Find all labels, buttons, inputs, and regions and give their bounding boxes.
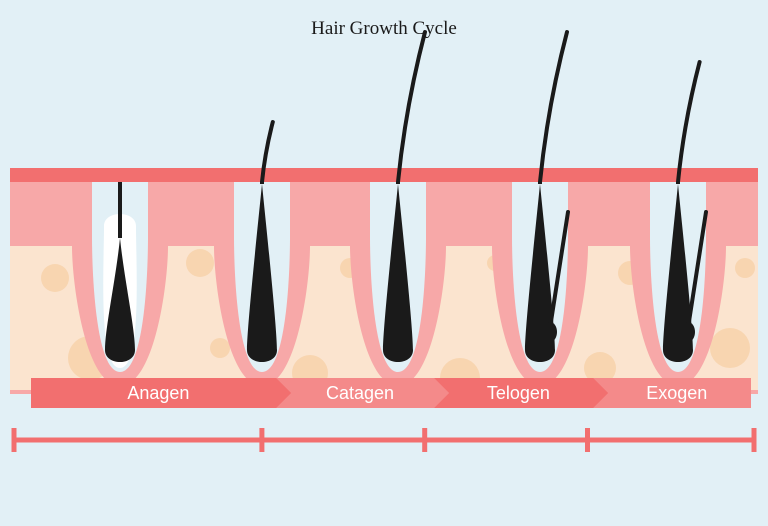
dermis-spot: [210, 338, 230, 358]
phase-arrow-bar: Anagen Catagen Telogen Exogen: [31, 378, 751, 408]
hair-shaft: [540, 32, 567, 182]
dermis-spot: [710, 328, 750, 368]
dermis-spot: [186, 249, 214, 277]
phase-telogen: Telogen: [434, 378, 592, 408]
phase-catagen: Catagen: [276, 378, 434, 408]
phase-label: Catagen: [316, 383, 394, 404]
dermis-spot: [41, 264, 69, 292]
new-hair-bulb: [681, 322, 695, 342]
phase-label: Telogen: [477, 383, 550, 404]
epidermis-surface: [10, 168, 758, 182]
phase-anagen: Anagen: [31, 378, 276, 408]
dermis-spot: [735, 258, 755, 278]
hair-shaft: [678, 62, 700, 182]
phase-label: Anagen: [117, 383, 189, 404]
phase-label: Exogen: [636, 383, 707, 404]
hair-shaft: [398, 32, 425, 182]
new-hair-bulb: [543, 322, 557, 342]
phase-exogen: Exogen: [593, 378, 751, 408]
hair-growth-cycle-diagram: Hair Growth Cycle AnagenCatagenTelogenEx…: [0, 0, 768, 526]
timeline-axis: [10, 420, 758, 460]
